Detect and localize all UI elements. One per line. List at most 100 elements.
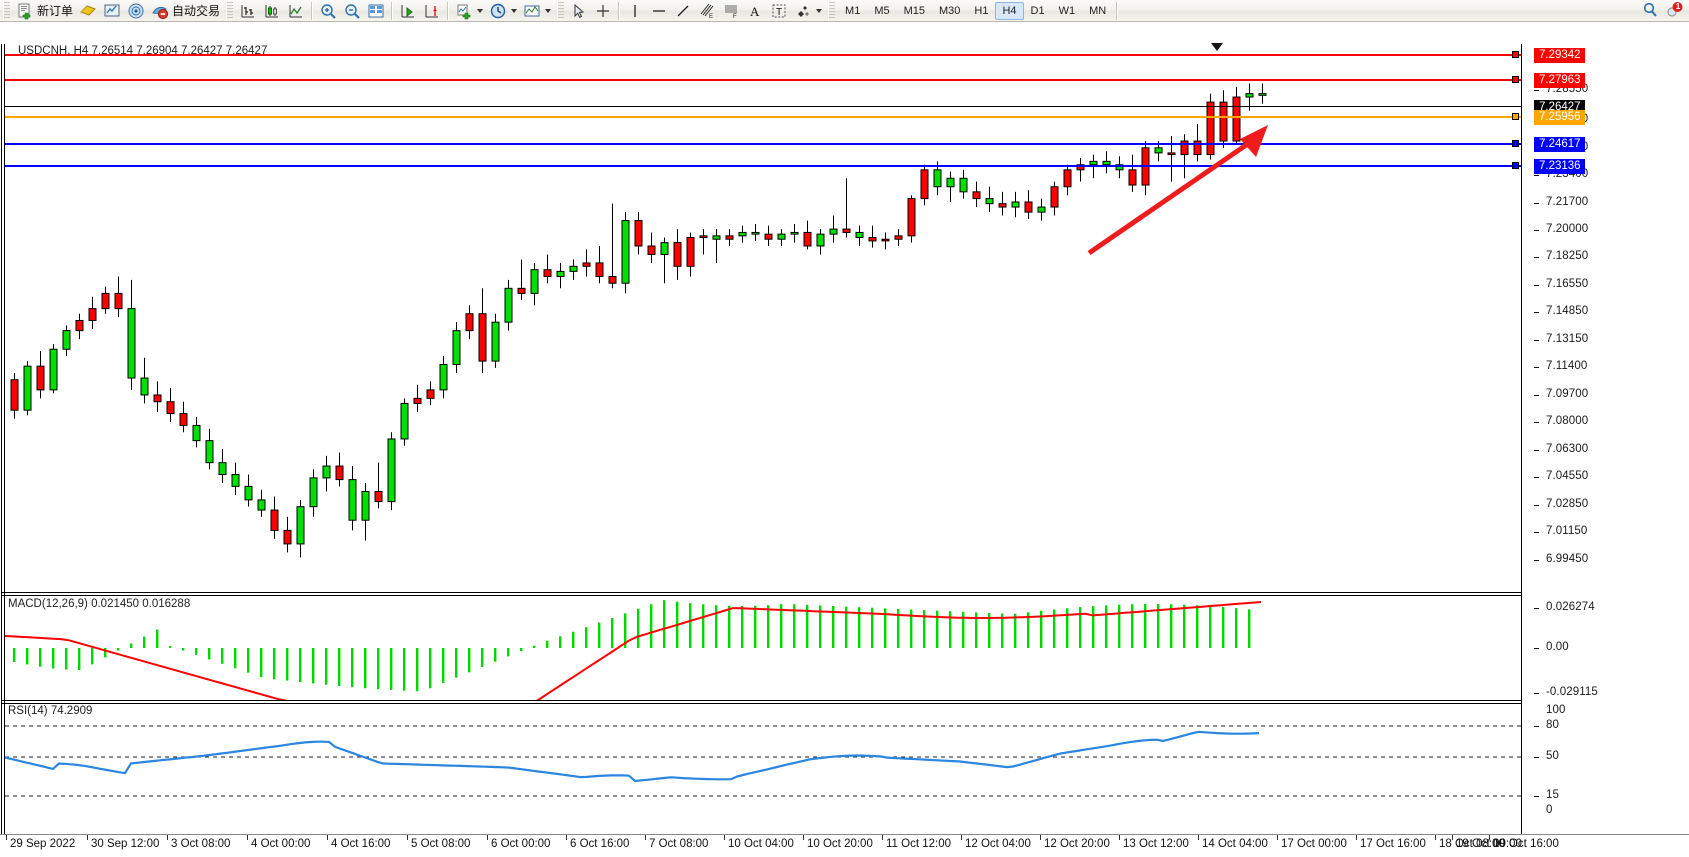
new-order-label: 新订单: [37, 4, 74, 18]
notification-icon[interactable]: 1: [1665, 1, 1683, 19]
level-line-resistance-2[interactable]: [5, 54, 1521, 56]
shapes-button[interactable]: [791, 1, 825, 21]
templates-button[interactable]: [520, 1, 554, 21]
trendline-button[interactable]: [671, 1, 695, 21]
data-window-button[interactable]: [364, 1, 388, 21]
macd-bar: [559, 636, 562, 648]
price-axis-label: 7.01150: [1546, 525, 1588, 537]
level-handle-support-1[interactable]: [1512, 140, 1519, 147]
timeframe-h1[interactable]: H1: [974, 4, 989, 17]
zoom-in-button[interactable]: [316, 1, 340, 21]
candlestick-chart-button[interactable]: [260, 1, 284, 21]
time-tick: [167, 835, 168, 840]
timeframe-m5[interactable]: M5: [874, 4, 890, 17]
price-badge-support-1[interactable]: 7.24617: [1534, 137, 1585, 152]
candle-body: [101, 292, 110, 310]
timeframe-d1[interactable]: D1: [1030, 4, 1045, 17]
time-tick: [1489, 835, 1490, 840]
cursor-button[interactable]: [567, 1, 591, 21]
timeframe-m30[interactable]: M30: [939, 4, 961, 17]
candle-body: [556, 270, 565, 277]
timeframe-mn[interactable]: MN: [1089, 4, 1107, 17]
macd-panel[interactable]: [5, 596, 1521, 701]
equidistant-channel-button[interactable]: E: [695, 1, 719, 21]
macd-bar: [702, 604, 705, 648]
time-axis[interactable]: 29 Sep 2022 30 Sep 12:00 3 Oct 08:00 4 Oct …: [0, 834, 1689, 857]
terminal-button[interactable]: [100, 1, 124, 21]
toolbar-grip-3[interactable]: [557, 1, 565, 20]
price-axis[interactable]: 7.28550 7.26800 7.25100 7.23400 7.21700 …: [1522, 44, 1689, 592]
symbol-ohlc-label: USDCNH, H4 7.26514 7.26904 7.26427 7.264…: [18, 45, 268, 57]
toolbar-grip-2[interactable]: [226, 1, 234, 20]
price-badge-resistance-2[interactable]: 7.29342: [1534, 48, 1585, 63]
rsi-line: [5, 730, 1260, 783]
level-handle-resistance-1[interactable]: [1512, 76, 1519, 83]
search-icon[interactable]: [1641, 1, 1659, 19]
signals-button[interactable]: [124, 1, 148, 21]
text-button[interactable]: A: [743, 1, 767, 21]
candle-body: [387, 438, 396, 503]
level-handle-pivot[interactable]: [1512, 113, 1519, 120]
price-badge-support-2[interactable]: 7.23136: [1534, 159, 1585, 174]
candle-body: [322, 465, 331, 479]
time-axis-label: 18 Oct 08:00: [1439, 838, 1505, 850]
timeframe-h4[interactable]: H4: [995, 1, 1024, 20]
text-label-button[interactable]: T: [767, 1, 791, 21]
autotrading-icon: [151, 2, 169, 20]
level-line-resistance-1[interactable]: [5, 79, 1521, 81]
crosshair-button[interactable]: [591, 1, 615, 21]
indicators-button[interactable]: [452, 1, 486, 21]
toolbar-grip-4[interactable]: [828, 1, 836, 20]
timeframe-m1[interactable]: M1: [845, 4, 861, 17]
bullish-trend-arrow[interactable]: [1080, 117, 1280, 262]
macd-bar: [949, 611, 952, 648]
chart-shift-button[interactable]: [420, 1, 444, 21]
period-caret-icon[interactable]: [511, 8, 518, 13]
zoom-out-button[interactable]: [340, 1, 364, 21]
chart-shift-icon: [423, 2, 441, 20]
templates-caret-icon[interactable]: [545, 8, 552, 13]
zoom-in-icon: [319, 2, 337, 20]
price-badge-resistance-1[interactable]: 7.27963: [1534, 73, 1585, 88]
chart-area[interactable]: USDCNH, H4 7.26514 7.26904 7.26427 7.264…: [0, 22, 1689, 857]
period-button[interactable]: [486, 1, 520, 21]
candle-body: [933, 169, 942, 188]
autotrading-button[interactable]: 自动交易: [148, 1, 223, 21]
timeframe-m15[interactable]: M15: [903, 4, 925, 17]
zoom-out-icon: [343, 2, 361, 20]
fibonacci-button[interactable]: F: [719, 1, 743, 21]
vertical-line-button[interactable]: [623, 1, 647, 21]
candle-body: [738, 231, 747, 237]
candle-body: [1245, 93, 1254, 98]
candle-body: [75, 319, 84, 332]
horizontal-line-button[interactable]: [647, 1, 671, 21]
macd-bar: [1235, 608, 1238, 648]
expert-advisors-button[interactable]: [76, 1, 100, 21]
candle-body: [998, 203, 1007, 208]
bar-chart-button[interactable]: [236, 1, 260, 21]
line-chart-button[interactable]: [284, 1, 308, 21]
macd-bar: [13, 648, 16, 662]
price-axis-label: 6.99450: [1546, 553, 1589, 565]
level-handle-support-2[interactable]: [1512, 162, 1519, 169]
macd-bar: [312, 648, 315, 684]
timeframe-w1[interactable]: W1: [1058, 4, 1076, 17]
level-line-support-1[interactable]: [5, 143, 1521, 145]
level-line-support-2[interactable]: [5, 165, 1521, 167]
candle-body: [270, 509, 279, 531]
price-panel[interactable]: [5, 44, 1521, 592]
auto-scroll-button[interactable]: [396, 1, 420, 21]
level-handle-resistance-2[interactable]: [1512, 51, 1519, 58]
shapes-caret-icon[interactable]: [816, 8, 823, 13]
toolbar-grip[interactable]: [3, 1, 10, 20]
level-line-pivot[interactable]: [5, 116, 1521, 118]
macd-bar: [1053, 609, 1056, 648]
macd-histogram: [13, 600, 1251, 692]
time-tick: [645, 835, 646, 840]
time-tick: [407, 835, 408, 840]
rsi-panel[interactable]: [5, 704, 1521, 835]
indicators-caret-icon[interactable]: [477, 8, 484, 13]
candle-body: [400, 402, 409, 440]
price-badge-pivot[interactable]: 7.25956: [1534, 110, 1585, 125]
new-order-button[interactable]: 新订单: [13, 1, 76, 21]
